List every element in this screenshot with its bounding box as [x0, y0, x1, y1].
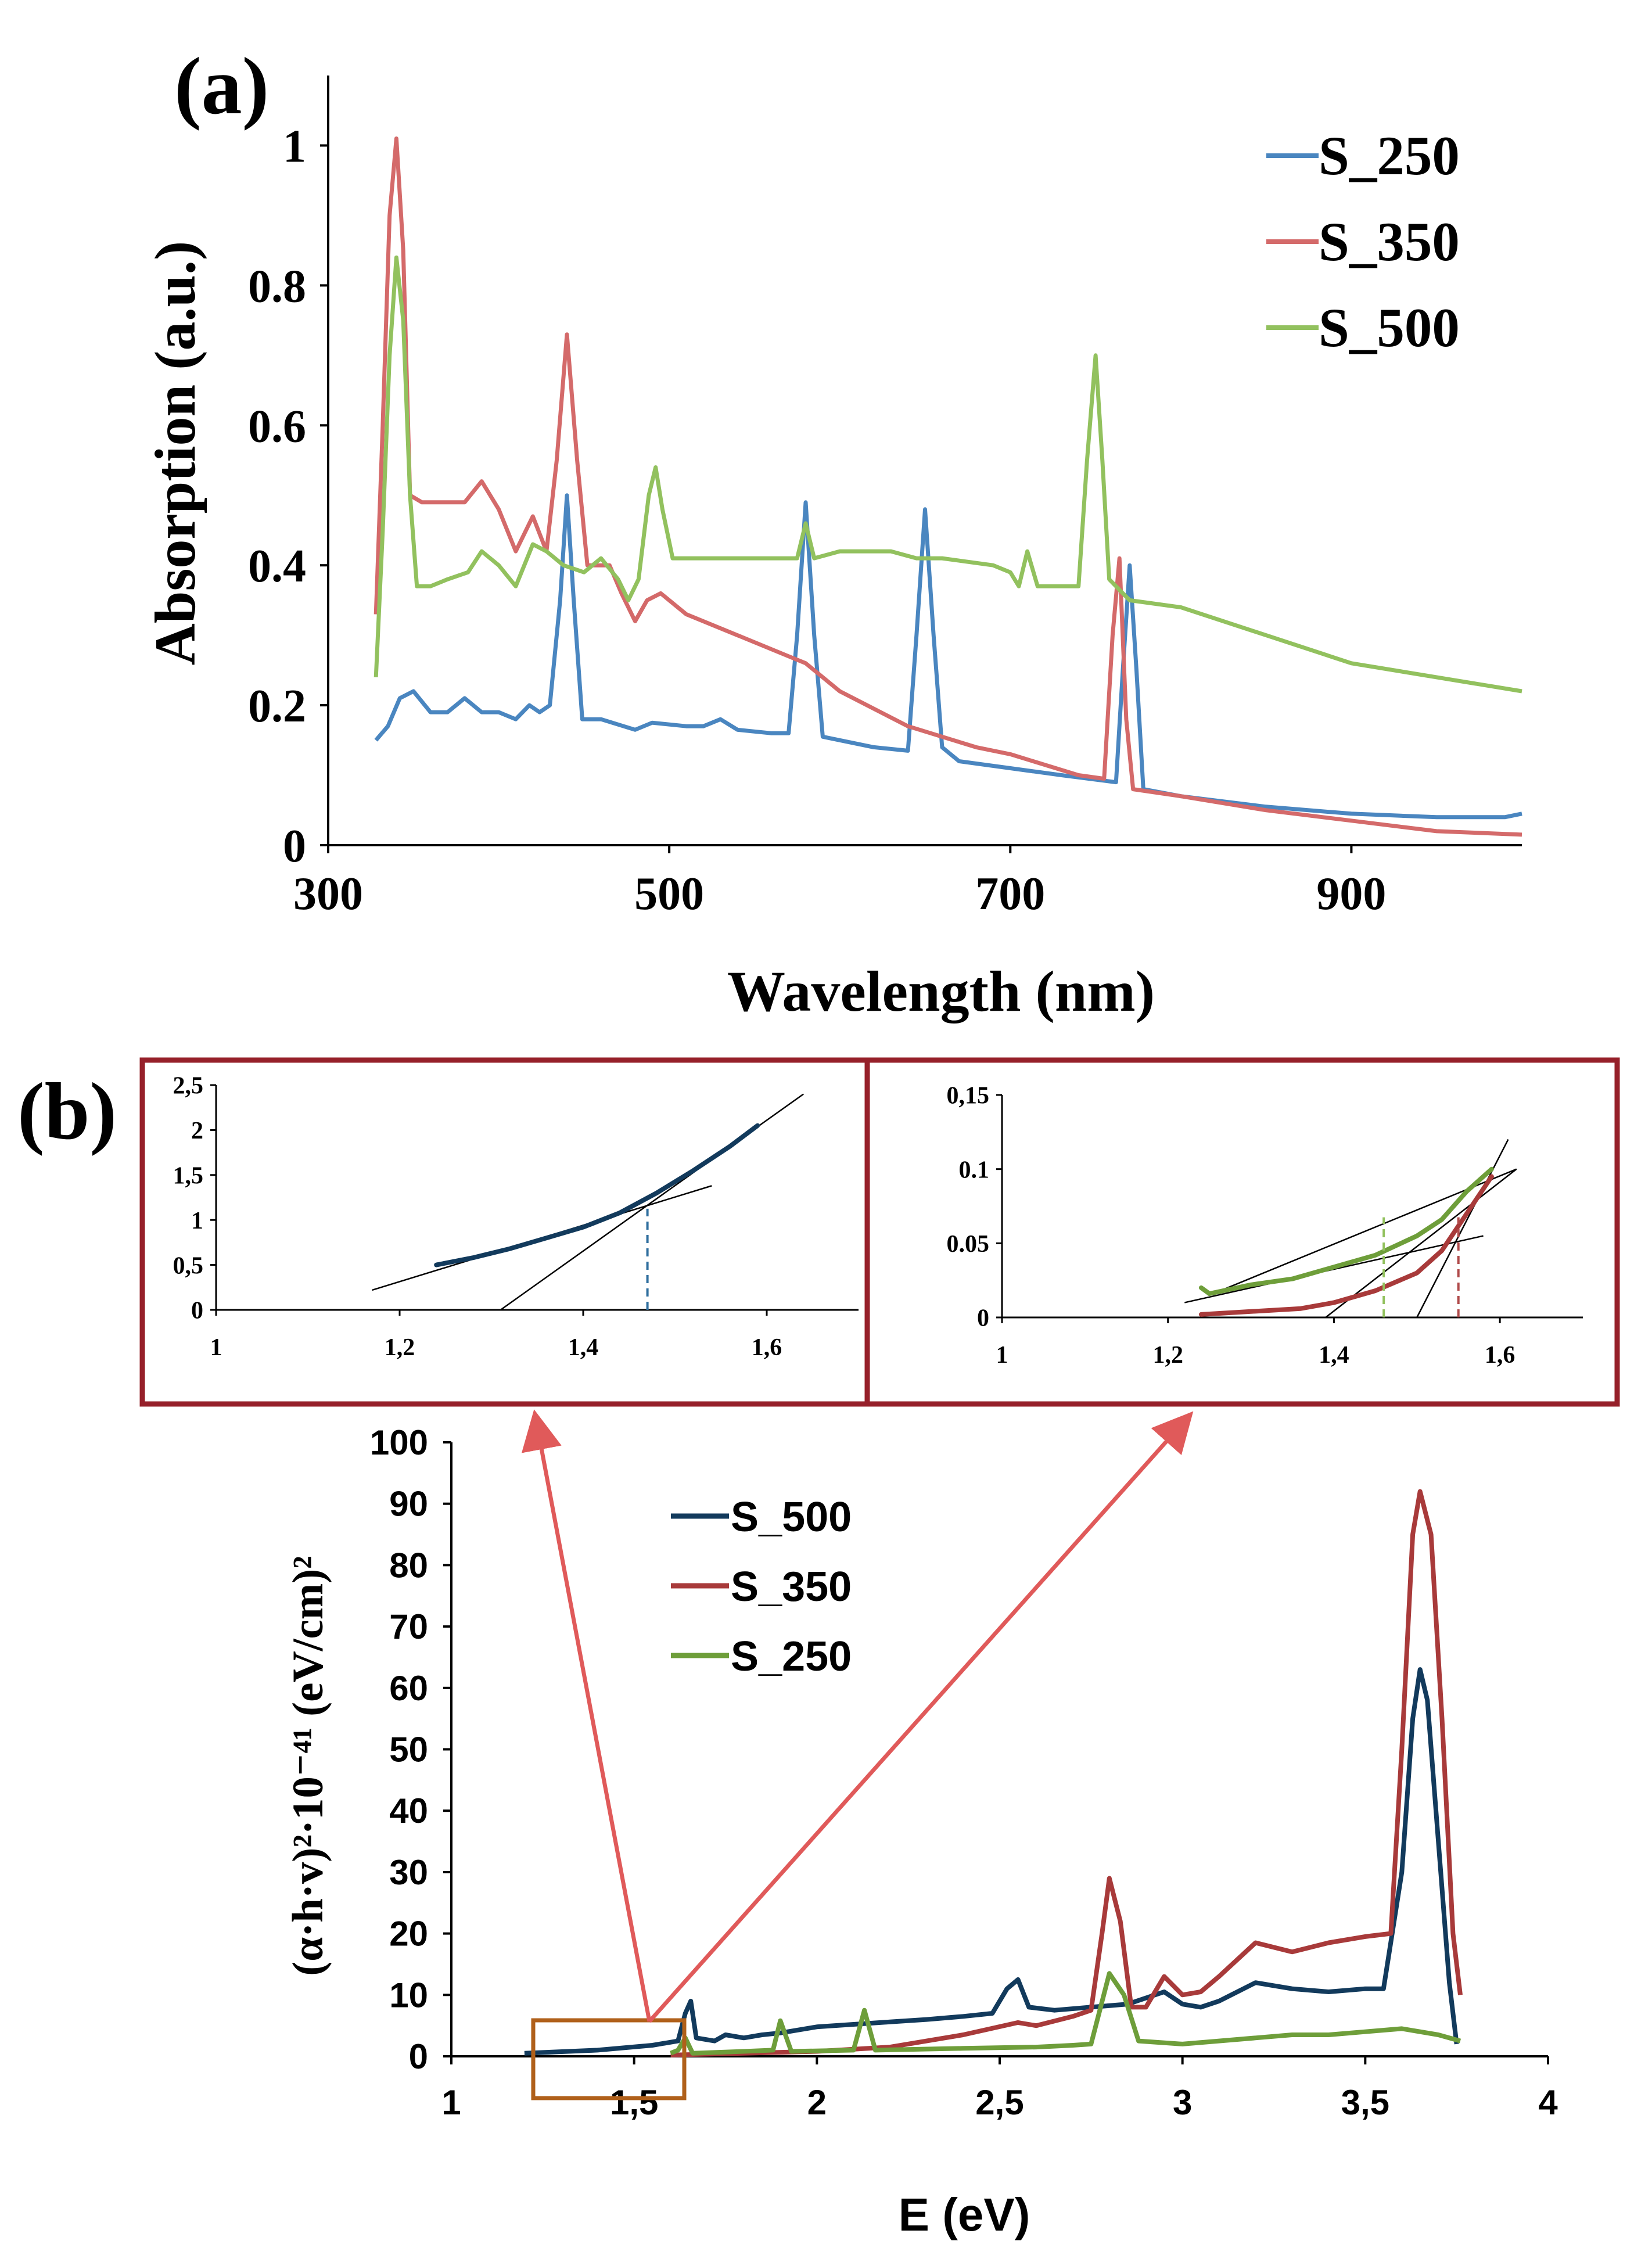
panel-a-series-s-250 [374, 493, 1522, 820]
panel-a-ticks: 300 500 700 900 0 0.2 0.4 0.6 0.8 1 [248, 121, 1386, 920]
panel-b-legend-label: S_250 [731, 1633, 852, 1680]
inset-left-y-tick-label: 1,5 [173, 1163, 204, 1190]
panel-b-y-tick-label: 80 [389, 1546, 428, 1585]
inset-left-x-tick-label: 1,4 [568, 1334, 599, 1361]
panel-a-axes [327, 76, 1522, 846]
inset-right-x-tick-label: 1,6 [1485, 1342, 1515, 1369]
panel-b-label: (b) [17, 1066, 117, 1157]
panel-b-series-s-250 [670, 1971, 1461, 2056]
panel-a-legend-label: S_500 [1319, 297, 1460, 358]
panel-b-y-tick-label: 90 [389, 1485, 428, 1524]
panel-b-y-tick-label: 70 [389, 1607, 428, 1646]
panel-a-y-tick-label: 0.4 [248, 541, 306, 592]
panel-b-x-tick-label: 2,5 [975, 2083, 1023, 2122]
panel-a-legend-label: S_250 [1319, 125, 1460, 186]
inset-left-frame [139, 1057, 870, 1407]
panel-a-y-tick-label: 1 [283, 121, 306, 172]
inset-right-y-tick-label: 0.1 [959, 1157, 990, 1183]
inset-right-tangent-line [1325, 1168, 1517, 1318]
inset-left-y-tick-label: 1 [191, 1208, 203, 1234]
panel-a-y-tick-label: 0.8 [248, 261, 306, 312]
zoom-region-box [531, 2018, 687, 2100]
panel-b-y-tick-label: 50 [389, 1730, 428, 1769]
panel-b-x-tick-label: 4 [1538, 2083, 1558, 2122]
inset-left-y-tick-label: 2 [191, 1118, 203, 1144]
inset-left-y-tick-label: 0 [191, 1298, 203, 1324]
panel-b-axes [450, 1442, 1548, 2057]
panel-b-legend-label: S_500 [731, 1494, 852, 1540]
panel-b-series [524, 1489, 1463, 2057]
panel-b-series-s-350 [670, 1489, 1463, 2057]
panel-b-y-tick-label: 30 [389, 1853, 428, 1892]
panel-b-legend-label: S_350 [731, 1564, 852, 1610]
panel-a-y-axis-title: Absorption (a.u.) [143, 241, 207, 666]
panel-a-y-tick-label: 0 [283, 821, 306, 872]
panel-a-y-tick-label: 0.6 [248, 401, 306, 452]
inset-right-frame [864, 1057, 1620, 1407]
panel-b-x-tick-label: 3,5 [1341, 2083, 1389, 2122]
panel-b-y-tick-label: 10 [389, 1976, 428, 2014]
panel-b-x-tick-label: 1,5 [610, 2083, 658, 2122]
panel-a-legend: S_250 S_350 S_500 [1266, 125, 1460, 358]
inset-left-series-s-500 [434, 1123, 760, 1267]
inset-right-y-tick-label: 0,15 [947, 1083, 990, 1109]
panel-b-series-s-500 [524, 1667, 1459, 2056]
inset-left-y-tick-label: 2,5 [173, 1073, 204, 1100]
panel-a-x-tick-label: 300 [293, 868, 363, 920]
arrow-to-left-inset [521, 1409, 652, 2022]
inset-right-x-tick-label: 1,2 [1152, 1342, 1183, 1369]
panel-b-legend: S_500 S_350 S_250 [671, 1494, 852, 1680]
inset-right-chart: 1 1,2 1,4 1,6 0 0.05 0.1 0,15 [947, 1083, 1583, 1369]
inset-right-series-s-250 [1198, 1166, 1494, 1297]
panel-a-series-s-500 [374, 255, 1522, 694]
panel-a-x-axis-title: Wavelength (nm) [727, 959, 1155, 1024]
inset-left-x-tick-label: 1 [210, 1334, 222, 1361]
panel-a: (a) 300 500 700 900 0 0.2 0.4 0.6 0.8 1 Wavelengt… [143, 41, 1522, 1024]
panel-b-x-tick-label: 3 [1173, 2083, 1192, 2122]
inset-left-x-tick-label: 1,2 [385, 1334, 415, 1361]
arrow-to-right-inset [648, 1411, 1194, 2023]
inset-right-y-tick-label: 0 [977, 1305, 989, 1332]
panel-a-label: (a) [174, 41, 269, 131]
panel-b-y-axis-title: (α·h·v)²·10⁻⁴¹ (eV/cm)² [284, 1556, 332, 1976]
panel-b-x-tick-label: 2 [807, 2083, 827, 2122]
panel-a-x-tick-label: 700 [975, 868, 1045, 920]
panel-a-x-tick-label: 500 [634, 868, 704, 920]
inset-right-y-tick-label: 0.05 [947, 1231, 990, 1258]
panel-a-x-tick-label: 900 [1316, 868, 1386, 920]
panel-b-y-tick-label: 100 [370, 1423, 428, 1462]
panel-b-y-tick-label: 20 [389, 1915, 428, 1953]
panel-a-legend-label: S_350 [1319, 211, 1460, 272]
inset-right-x-tick-label: 1,4 [1319, 1342, 1349, 1369]
panel-b-x-axis-title: E (eV) [899, 2189, 1030, 2240]
inset-left-chart: 1 1,2 1,4 1,6 0 0,5 1 1,5 2 2,5 [173, 1073, 859, 1361]
inset-left-y-tick-label: 0,5 [173, 1252, 204, 1279]
panel-b-y-tick-label: 40 [389, 1791, 428, 1830]
inset-right-x-tick-label: 1 [996, 1342, 1008, 1369]
panel-b-y-tick-label: 60 [389, 1669, 428, 1708]
panel-b-y-tick-label: 0 [409, 2037, 428, 2076]
zoom-arrows [521, 1409, 1194, 2023]
inset-right-series-s-350 [1198, 1174, 1494, 1317]
panel-b: (b) 1 1,2 1,4 1,6 0 0,5 1 1,5 2 2,5 1 1,2 1,4 1,6 0 0.… [17, 1057, 1620, 2240]
panel-a-series-s-350 [374, 136, 1522, 837]
panel-a-y-tick-label: 0.2 [248, 681, 306, 732]
panel-a-series [374, 136, 1522, 837]
panel-b-x-tick-label: 1 [441, 2083, 461, 2122]
inset-left-x-tick-label: 1,6 [752, 1334, 782, 1361]
